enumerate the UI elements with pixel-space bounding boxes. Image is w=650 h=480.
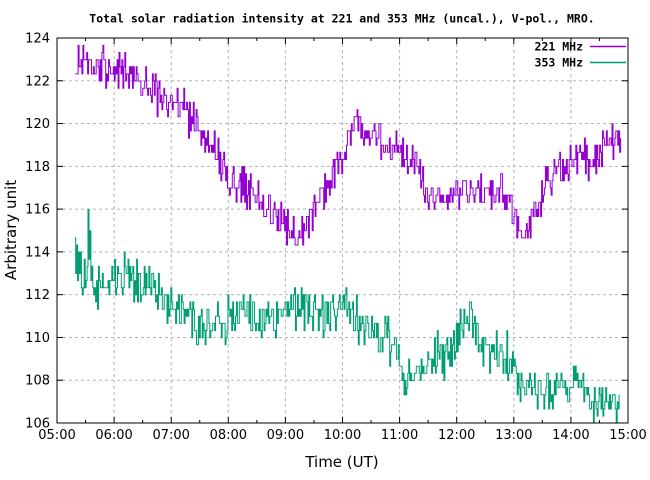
series-line-221mhz (75, 44, 622, 246)
x-tick-label: 12:00 (438, 428, 475, 443)
x-tick-label: 15:00 (609, 428, 646, 443)
y-tick-label: 112 (25, 288, 50, 303)
y-tick-label: 120 (25, 117, 50, 132)
y-tick-label: 106 (25, 417, 50, 432)
y-tick-label: 122 (25, 74, 50, 89)
x-tick-label: 11:00 (381, 428, 418, 443)
legend-label-221mhz: 221 MHz (535, 40, 584, 54)
x-tick-label: 10:00 (324, 428, 361, 443)
x-tick-label: 07:00 (152, 428, 189, 443)
x-tick-label: 13:00 (495, 428, 532, 443)
y-tick-label: 116 (25, 203, 50, 218)
y-tick-label: 124 (25, 32, 50, 47)
chart-title: Total solar radiation intensity at 221 a… (89, 12, 594, 26)
y-tick-label: 114 (25, 245, 50, 260)
plot-border (56, 37, 629, 424)
x-axis-label: Time (UT) (304, 453, 378, 471)
legend: 221 MHz 353 MHz (535, 40, 626, 70)
legend-label-353mhz: 353 MHz (535, 56, 584, 70)
x-tick-label: 09:00 (267, 428, 304, 443)
y-tick-label: 110 (25, 331, 50, 346)
series-line-353mhz (74, 208, 620, 423)
x-tick-label: 08:00 (210, 428, 247, 443)
x-tick-label: 06:00 (95, 428, 132, 443)
x-tick-label: 05:00 (38, 428, 75, 443)
y-axis-label: Arbitrary unit (2, 180, 20, 280)
y-tick-label: 108 (25, 374, 50, 389)
x-tick-label: 14:00 (552, 428, 589, 443)
y-tick-label: 118 (25, 160, 50, 175)
